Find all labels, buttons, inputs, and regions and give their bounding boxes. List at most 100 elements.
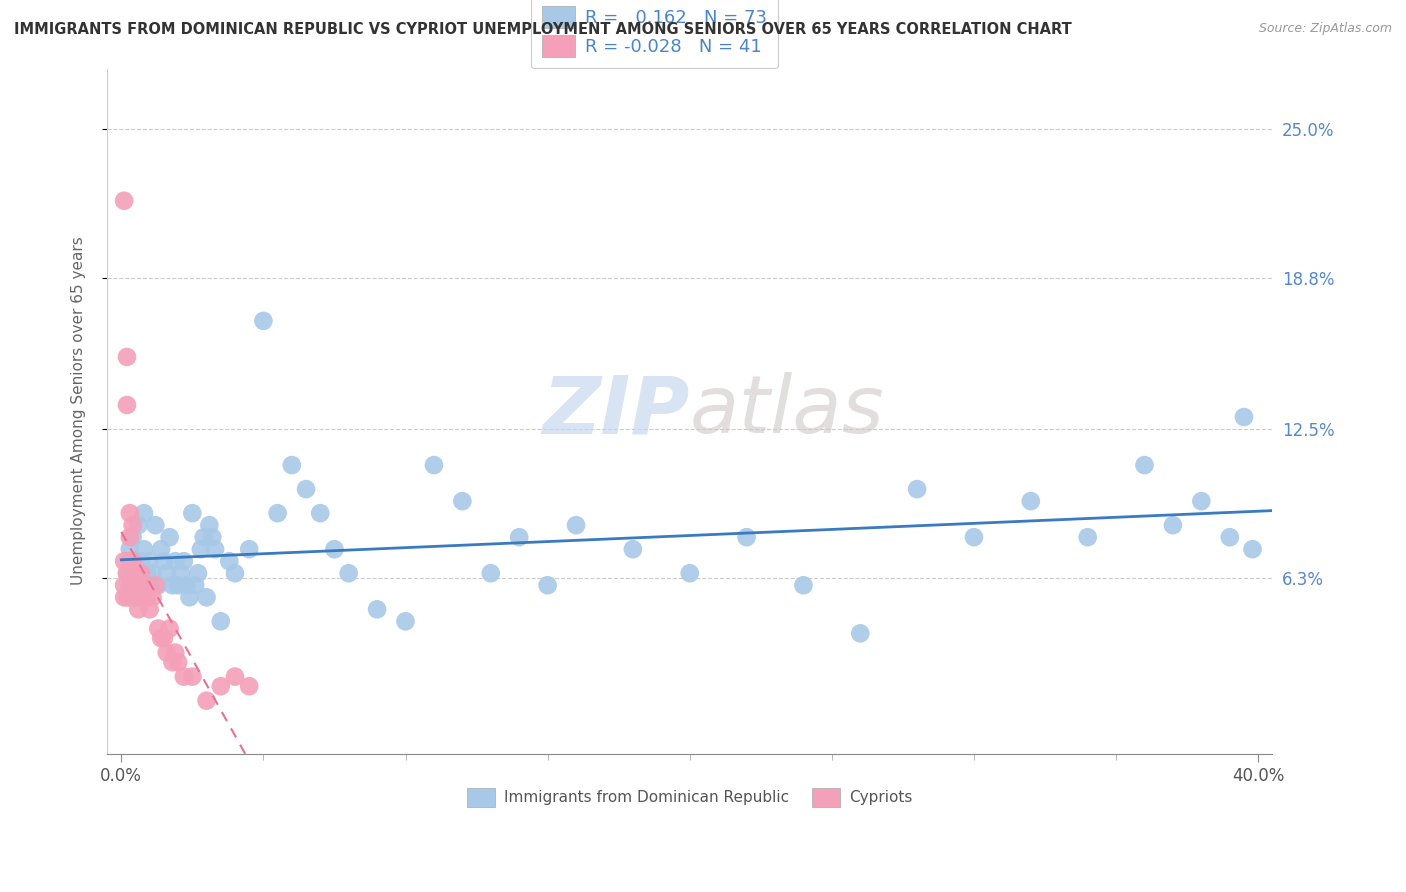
Point (173, 670, 195, 684)
Point (238, 542, 260, 557)
Point (309, 506, 332, 520)
Point (135, 591, 157, 605)
Point (451, 494, 474, 508)
Point (187, 566, 209, 581)
Point (127, 518, 149, 533)
Point (1133, 458, 1156, 472)
Point (195, 591, 218, 605)
Point (162, 655, 184, 669)
Text: IMMIGRANTS FROM DOMINICAN REPUBLIC VS CYPRIOT UNEMPLOYMENT AMONG SENIORS OVER 65: IMMIGRANTS FROM DOMINICAN REPUBLIC VS CY… (14, 22, 1071, 37)
Point (323, 542, 346, 557)
Point (366, 602, 388, 616)
Point (165, 554, 187, 568)
Point (148, 622, 170, 636)
Point (1077, 530, 1099, 544)
Point (565, 518, 588, 533)
Point (118, 578, 141, 592)
Point (153, 554, 176, 568)
Point (508, 530, 530, 544)
Point (124, 566, 146, 581)
Point (167, 655, 190, 669)
Point (118, 530, 141, 544)
Y-axis label: Unemployment Among Seniors over 65 years: Unemployment Among Seniors over 65 years (72, 236, 86, 585)
Point (124, 591, 146, 605)
Text: ZIP: ZIP (543, 372, 690, 450)
Point (423, 458, 446, 472)
Point (792, 578, 814, 592)
Point (1189, 494, 1212, 508)
Point (124, 591, 146, 605)
Point (176, 578, 198, 592)
Point (209, 679, 232, 693)
Point (127, 602, 149, 616)
Point (394, 615, 416, 629)
Text: atlas: atlas (690, 372, 884, 450)
Point (224, 566, 246, 581)
Point (252, 314, 274, 328)
Point (295, 482, 318, 496)
Point (112, 591, 135, 605)
Point (735, 530, 758, 544)
Point (115, 591, 138, 605)
Point (173, 554, 195, 568)
Point (132, 506, 155, 520)
Point (679, 566, 702, 581)
Point (118, 578, 141, 592)
Point (193, 530, 215, 544)
Point (121, 530, 143, 544)
Point (621, 542, 644, 557)
Point (129, 591, 152, 605)
Text: Source: ZipAtlas.com: Source: ZipAtlas.com (1258, 22, 1392, 36)
Point (1019, 494, 1042, 508)
Point (218, 554, 240, 568)
Point (181, 670, 204, 684)
Point (124, 554, 146, 568)
Point (150, 542, 173, 557)
Point (141, 566, 163, 581)
Point (132, 542, 155, 557)
Point (118, 554, 141, 568)
Point (135, 566, 157, 581)
Point (112, 554, 135, 568)
Point (141, 591, 163, 605)
Point (905, 482, 928, 496)
Legend: Immigrants from Dominican Republic, Cypriots: Immigrants from Dominican Republic, Cypr… (460, 780, 920, 814)
Point (281, 458, 304, 472)
Point (479, 566, 502, 581)
Point (118, 542, 141, 557)
Point (118, 591, 141, 605)
Point (138, 578, 160, 592)
Point (115, 398, 138, 412)
Point (963, 530, 986, 544)
Point (159, 530, 181, 544)
Point (238, 679, 260, 693)
Point (162, 578, 184, 592)
Point (201, 530, 224, 544)
Point (181, 506, 204, 520)
Point (112, 578, 135, 592)
Point (115, 566, 138, 581)
Point (138, 554, 160, 568)
Point (135, 591, 157, 605)
Point (129, 566, 152, 581)
Point (165, 646, 187, 660)
Point (121, 554, 143, 568)
Point (167, 578, 190, 592)
Point (198, 518, 221, 533)
Point (159, 622, 181, 636)
Point (145, 518, 167, 533)
Point (118, 506, 141, 520)
Point (1161, 518, 1184, 533)
Point (132, 578, 155, 592)
Point (150, 631, 173, 645)
Point (129, 554, 152, 568)
Point (170, 566, 193, 581)
Point (115, 566, 138, 581)
Point (337, 566, 360, 581)
Point (145, 578, 167, 592)
Point (138, 602, 160, 616)
Point (179, 591, 201, 605)
Point (204, 542, 226, 557)
Point (184, 578, 207, 592)
Point (121, 578, 143, 592)
